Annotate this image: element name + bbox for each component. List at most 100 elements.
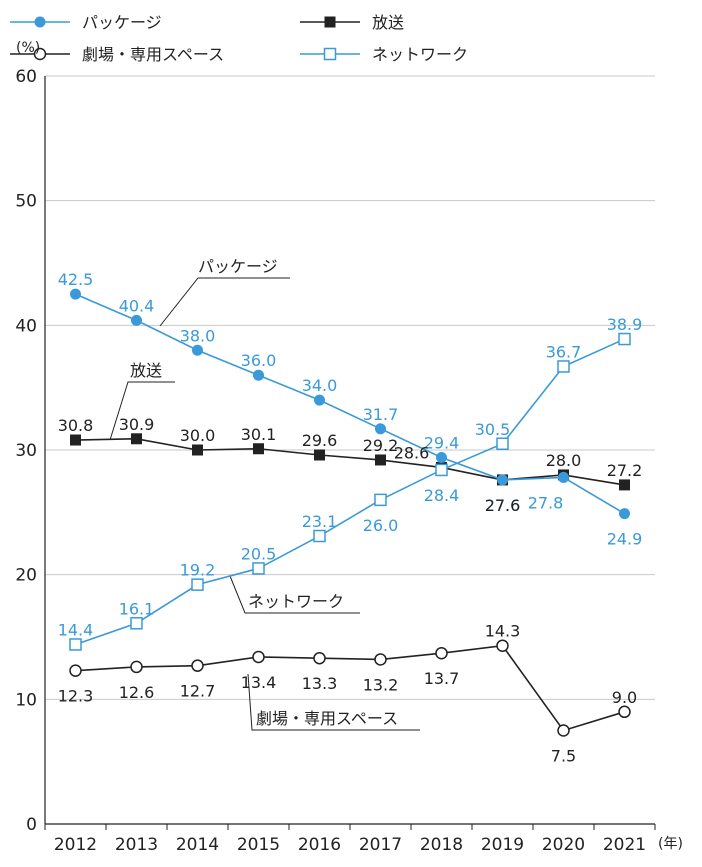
- data-label: 30.9: [119, 415, 155, 434]
- x-tick-label: 2021: [603, 835, 646, 855]
- data-label: 30.5: [475, 420, 511, 439]
- data-label: 12.6: [119, 683, 155, 702]
- data-point: [69, 664, 82, 677]
- legend-item: ネットワーク: [300, 45, 468, 64]
- series-3: [69, 639, 631, 737]
- data-label: 28.4: [424, 486, 460, 505]
- data-label: 27.8: [528, 493, 564, 512]
- x-tick-label: 2014: [176, 835, 219, 855]
- legend-label: 劇場・専用スペース: [82, 45, 224, 64]
- data-point: [69, 638, 82, 651]
- y-tick-label: 20: [15, 566, 37, 586]
- data-label: 16.1: [119, 599, 155, 618]
- callout-label: 劇場・専用スペース: [256, 709, 398, 728]
- series-line: [75, 338, 625, 646]
- legend-marker: [323, 47, 337, 61]
- data-label: 38.0: [180, 326, 216, 345]
- data-point: [497, 474, 508, 486]
- data-label: 42.5: [58, 270, 94, 289]
- data-label: 31.7: [363, 405, 399, 424]
- data-label: 34.0: [302, 376, 338, 395]
- y-tick-label: 30: [15, 441, 37, 461]
- data-point: [375, 454, 386, 466]
- data-label: 9.0: [612, 688, 637, 707]
- data-point: [314, 394, 325, 406]
- data-label: 12.7: [180, 682, 216, 701]
- data-label: 12.3: [58, 687, 94, 706]
- data-point: [130, 617, 143, 630]
- x-tick-label: 2016: [298, 835, 341, 855]
- data-point: [557, 360, 570, 373]
- data-label: 27.6: [485, 496, 521, 515]
- data-point: [131, 314, 142, 326]
- data-label: 13.3: [302, 674, 338, 693]
- data-label: 29.6: [302, 431, 338, 450]
- data-point: [374, 653, 387, 666]
- data-point: [192, 444, 203, 456]
- x-axis-unit: (年): [658, 836, 683, 852]
- legend-item: 劇場・専用スペース: [10, 45, 224, 64]
- callout-label: ネットワーク: [248, 592, 344, 611]
- x-tick-label: 2013: [115, 835, 158, 855]
- callout-leader: [159, 277, 290, 327]
- data-point: [191, 659, 204, 672]
- data-point: [435, 646, 448, 660]
- data-point: [496, 437, 509, 451]
- x-tick-label: 2020: [542, 835, 585, 855]
- data-label: 40.4: [119, 296, 155, 315]
- series-2: [69, 332, 631, 651]
- data-point: [70, 288, 81, 300]
- data-label: 28.6: [394, 443, 430, 462]
- x-tick-label: 2015: [237, 835, 280, 855]
- data-label: 29.2: [363, 436, 399, 455]
- data-label: 7.5: [551, 747, 576, 766]
- data-point: [374, 493, 387, 507]
- data-point: [313, 651, 326, 665]
- data-label: 13.7: [424, 669, 460, 688]
- data-point: [436, 451, 447, 463]
- data-point: [192, 344, 203, 356]
- legend-label: ネットワーク: [372, 45, 468, 64]
- data-point: [618, 705, 631, 719]
- y-tick-label: 60: [15, 67, 37, 87]
- data-labels: 42.5 40.4 38.0 36.0 34.0 31.7 29.4 27.6 27.8 24.9…: [58, 270, 643, 765]
- data-point: [375, 423, 386, 435]
- y-tick-label: 50: [15, 192, 37, 212]
- data-label: 30.8: [58, 416, 94, 435]
- data-label: 36.0: [241, 351, 277, 370]
- data-label: 19.2: [180, 561, 216, 580]
- data-label: 38.9: [607, 315, 643, 334]
- data-point: [191, 578, 204, 591]
- y-tick-label: 0: [26, 815, 37, 835]
- data-label: 13.4: [241, 673, 277, 692]
- data-point: [252, 650, 265, 664]
- callout-label: 放送: [130, 361, 162, 380]
- data-point: [130, 660, 143, 674]
- data-label: 27.2: [607, 461, 643, 480]
- data-label: 26.0: [363, 516, 399, 535]
- callout-leader: [247, 673, 420, 731]
- data-point: [253, 369, 264, 381]
- data-label: 36.7: [546, 342, 582, 361]
- data-label: 20.5: [241, 544, 277, 563]
- data-point: [253, 443, 264, 455]
- data-label: 24.9: [607, 530, 643, 549]
- data-label: 29.4: [424, 433, 460, 452]
- data-point: [619, 508, 630, 520]
- data-label: 23.1: [302, 512, 338, 531]
- legend-marker: [324, 16, 336, 28]
- data-point: [131, 433, 142, 445]
- series-0: [70, 288, 630, 520]
- legend-label: 放送: [372, 13, 404, 32]
- y-axis-unit: (%): [16, 40, 40, 56]
- legend-marker: [34, 16, 46, 28]
- data-label: 13.2: [363, 675, 399, 694]
- data-point: [557, 724, 570, 737]
- y-tick-label: 40: [15, 316, 37, 336]
- x-tick-label: 2019: [481, 835, 524, 855]
- series-line: [75, 437, 625, 486]
- legend-item: パッケージ: [10, 13, 162, 32]
